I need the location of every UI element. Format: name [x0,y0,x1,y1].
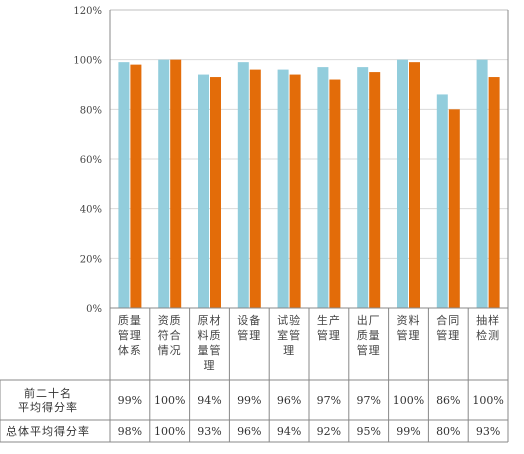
x-category-label: 质量管理体系 [118,314,142,357]
bar [357,67,369,308]
x-category-label: 原材料质量管理 [198,313,222,372]
bar [237,62,249,309]
table-cell-value: 96% [237,425,261,438]
y-tick-label: 20% [80,254,102,265]
y-tick-label: 120% [73,6,102,17]
table-cell-value: 92% [317,425,341,438]
table-cell-value: 99% [118,394,142,407]
bar [249,69,261,308]
bar [476,59,488,308]
y-tick-label: 100% [73,56,102,67]
bar [448,109,460,308]
table-cell-value: 97% [356,394,380,407]
bar [210,77,221,308]
table-cell-value: 99% [396,425,420,438]
table-cell-value: 94% [277,425,301,438]
bar [317,67,329,308]
bar [289,74,301,308]
bar [158,59,170,308]
x-category-label: 设备管理 [237,313,261,342]
bars [118,59,500,309]
table-row-label: 前二十名平均得分率 [18,386,78,414]
table-cell-value: 95% [356,425,380,438]
y-axis: 0% 20% 40% 60% 80% 100% 120% [73,6,102,315]
x-category-label: 抽样检测 [476,313,500,342]
x-category-label: 合同管理 [436,313,460,342]
bar [118,62,130,309]
x-category-label: 资料管理 [397,313,421,342]
x-axis-labels: 质量管理体系资质符合情况原材料质量管理设备管理试验室管理生产管理出厂质量管理资料… [118,313,500,372]
table-cell-value: 93% [197,425,221,438]
table-cell-value: 86% [436,394,460,407]
x-category-label: 试验室管理 [277,313,301,357]
bar [488,77,500,308]
bar [409,62,420,309]
bar [369,72,381,308]
x-category-label: 生产管理 [317,313,341,342]
bar [130,64,142,308]
table-cell-value: 100% [472,394,503,407]
y-tick-label: 0% [86,304,102,315]
table-cell-value: 100% [154,425,185,438]
bar [277,69,289,308]
table-row-label: 总体平均得分率 [6,424,90,438]
table-cell-value: 80% [436,425,460,438]
gridlines [109,9,508,309]
table-cell-value: 97% [317,394,341,407]
bar [397,59,408,308]
table-cell-value: 96% [277,394,301,407]
x-category-label: 资质符合情况 [158,314,182,357]
bar [170,59,182,308]
y-tick-label: 40% [80,205,102,216]
table-cell-value: 94% [197,394,221,407]
table-cell-value: 93% [476,425,500,438]
bar [436,94,448,308]
table-cell-value: 99% [237,394,261,407]
bar [329,79,341,309]
y-tick-label: 60% [80,155,102,166]
table-cell-value: 100% [154,394,185,407]
table-cell-value: 100% [393,394,424,407]
x-category-label: 出厂质量管理 [357,313,381,357]
table-cell-value: 98% [118,425,142,438]
bar [198,74,209,308]
y-tick-label: 80% [80,105,102,116]
